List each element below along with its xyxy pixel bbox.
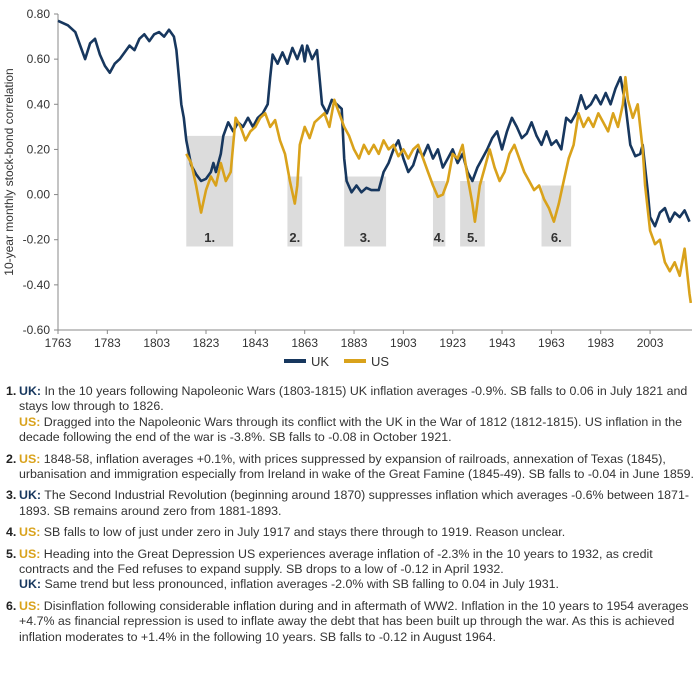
note-paragraph: UK: The Second Industrial Revolution (be… — [19, 488, 694, 519]
country-tag: UK: — [19, 577, 42, 592]
note-3: 3. UK: The Second Industrial Revolution (… — [6, 488, 694, 519]
y-tick-label: 0.60 — [27, 52, 51, 66]
highlight-region-5 — [460, 181, 485, 247]
y-tick-label: -0.20 — [23, 233, 51, 247]
y-tick-label: -0.60 — [23, 323, 51, 337]
highlight-region-4 — [432, 181, 446, 247]
region-label-1: 1. — [204, 230, 215, 245]
note-6: 6. US: Disinflation following considerabl… — [6, 599, 694, 645]
x-tick-label: 1843 — [242, 336, 269, 350]
x-tick-label: 1923 — [439, 336, 466, 350]
x-tick-label: 1963 — [538, 336, 565, 350]
x-tick-label: 1883 — [341, 336, 368, 350]
note-paragraph: US: Dragged into the Napoleonic Wars thr… — [19, 415, 694, 446]
note-paragraph: US: 1848-58, inflation averages +0.1%, w… — [19, 452, 694, 483]
note-text: The Second Industrial Revolution (beginn… — [19, 488, 689, 518]
note-2: 2. US: 1848-58, inflation averages +0.1%,… — [6, 452, 694, 483]
note-text: Disinflation following considerable infl… — [19, 598, 689, 644]
country-tag: US: — [19, 414, 41, 429]
series-lines — [57, 19, 693, 304]
note-text: Dragged into the Napoleonic Wars through… — [19, 414, 683, 445]
country-tag: UK: — [19, 488, 42, 503]
note-paragraph: UK: Same trend but less pronounced, infl… — [19, 577, 694, 592]
legend: UK US — [284, 354, 389, 369]
note-number: 1. — [6, 384, 17, 398]
region-label-3: 3. — [360, 230, 371, 245]
x-tick-label: 1863 — [291, 336, 318, 350]
note-text: 1848-58, inflation averages +0.1%, with … — [19, 451, 694, 482]
x-tick-label: 1943 — [489, 336, 516, 350]
stock-bond-correlation-chart: 1. 2. 3. 4. 5. 6. 0.80 0.60 0.40 0.20 0.00 -0.20 -0… — [2, 7, 693, 369]
country-tag: US: — [19, 525, 41, 540]
footnotes: 1. UK: In the 10 years following Napoleon… — [6, 384, 694, 651]
region-label-4: 4. — [434, 230, 445, 245]
legend-label-uk: UK — [311, 354, 329, 369]
note-paragraph: UK: In the 10 years following Napoleonic… — [19, 384, 694, 415]
x-tick-label: 2003 — [637, 336, 664, 350]
highlight-region-1 — [186, 135, 234, 247]
x-tick-label: 1983 — [587, 336, 614, 350]
note-text: Same trend but less pronounced, inflatio… — [41, 577, 559, 592]
y-tick-label: 0.20 — [27, 142, 51, 156]
note-text: In the 10 years following Napoleonic War… — [19, 384, 688, 414]
series-line-us — [185, 75, 693, 304]
note-number: 6. — [6, 598, 17, 613]
y-axis-title: 10-year monthly stock-bond correlation — [2, 68, 16, 275]
chart-area: 1. 2. 3. 4. 5. 6. 0.80 0.60 0.40 0.20 0.00 -0.20 -0… — [2, 7, 693, 369]
x-tick-label: 1803 — [143, 336, 170, 350]
x-tick-label: 1763 — [45, 336, 72, 350]
country-tag: US: — [19, 598, 41, 613]
x-tick-label: 1903 — [390, 336, 417, 350]
y-tick-label: 0.00 — [27, 188, 51, 202]
note-text: SB falls to low of just under zero in Ju… — [40, 525, 566, 540]
note-number: 5. — [6, 546, 17, 561]
country-tag: US: — [19, 451, 41, 466]
note-number: 2. — [6, 451, 17, 466]
y-tick-label: 0.40 — [27, 97, 51, 111]
region-label-2: 2. — [289, 230, 300, 245]
x-tick-label: 1823 — [193, 336, 220, 350]
legend-label-us: US — [371, 354, 389, 369]
y-tick-label: 0.80 — [27, 7, 51, 21]
note-number: 3. — [6, 488, 17, 503]
x-tick-label: 1783 — [94, 336, 121, 350]
note-4: 4. US: SB falls to low of just under zero… — [6, 525, 694, 540]
y-tick-label: -0.40 — [23, 278, 51, 292]
note-text: Heading into the Great Depression US exp… — [19, 546, 653, 577]
note-number: 4. — [6, 525, 17, 540]
note-1: 1. UK: In the 10 years following Napoleon… — [6, 384, 694, 446]
note-paragraph: US: Disinflation following considerable … — [19, 599, 694, 645]
note-paragraph: US: SB falls to low of just under zero i… — [19, 525, 694, 540]
note-5: 5. US: Heading into the Great Depression … — [6, 547, 694, 593]
note-paragraph: US: Heading into the Great Depression US… — [19, 547, 694, 578]
country-tag: UK: — [19, 384, 42, 398]
country-tag: US: — [19, 546, 41, 561]
region-label-5: 5. — [467, 230, 478, 245]
highlight-region-2 — [287, 176, 303, 247]
series-line-uk — [57, 19, 691, 228]
region-label-6: 6. — [551, 230, 562, 245]
